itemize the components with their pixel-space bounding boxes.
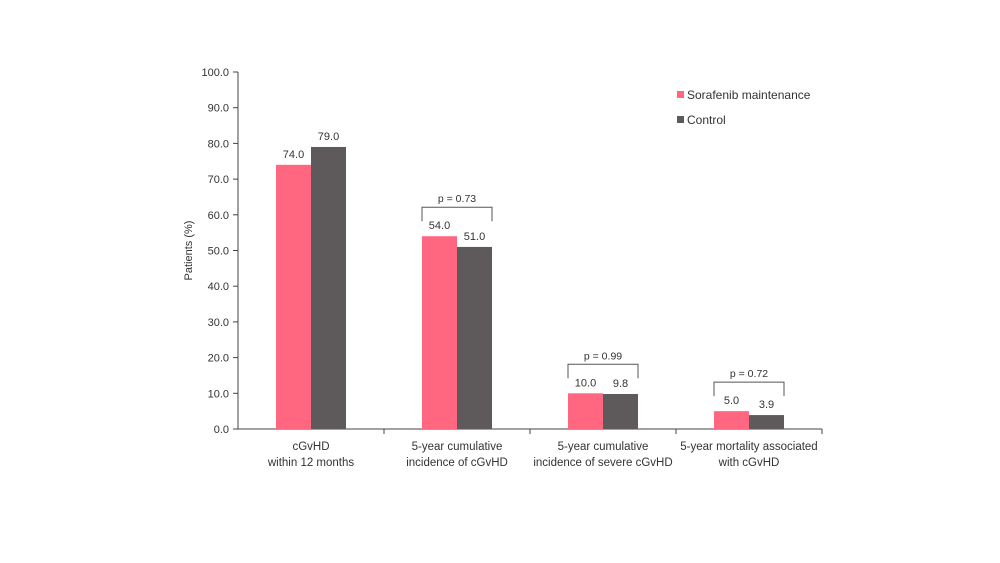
y-tick-label: 90.0 — [208, 103, 229, 115]
p-value-label: p = 0.99 — [584, 350, 622, 362]
value-label: 51.0 — [464, 231, 485, 243]
legend-swatch — [677, 116, 684, 123]
legend-label: Sorafenib maintenance — [687, 88, 811, 102]
y-tick-label: 20.0 — [208, 353, 229, 365]
y-tick-label: 80.0 — [208, 138, 229, 150]
p-value-label: p = 0.73 — [438, 193, 476, 205]
y-tick-label: 30.0 — [208, 317, 229, 329]
bar-sorafenib — [422, 236, 457, 429]
bar-control — [603, 394, 638, 429]
value-label: 5.0 — [724, 395, 739, 407]
category-label: 5-year mortality associated — [680, 441, 817, 453]
category-label: incidence of severe cGvHD — [533, 457, 672, 469]
p-value-label: p = 0.72 — [730, 368, 768, 380]
value-label: 79.0 — [318, 131, 339, 143]
legend-swatch — [677, 91, 684, 98]
category-label: incidence of cGvHD — [406, 457, 508, 469]
category-label: within 12 months — [267, 457, 355, 469]
p-value-bracket — [567, 363, 639, 379]
value-label: 9.8 — [613, 378, 628, 390]
category-label: 5-year cumulative — [412, 441, 503, 453]
bar-sorafenib — [276, 164, 311, 429]
y-tick-label: 10.0 — [208, 388, 229, 400]
category-label: with cGvHD — [718, 457, 780, 469]
y-tick-label: 60.0 — [208, 210, 229, 222]
legend-label: Control — [687, 113, 726, 127]
bar-control — [311, 146, 346, 429]
y-tick-label: 50.0 — [208, 246, 229, 258]
bar-control — [457, 246, 492, 429]
y-tick-label: 100.0 — [201, 67, 229, 79]
value-label: 54.0 — [429, 220, 450, 232]
p-value-bracket — [713, 381, 785, 397]
y-axis-title: Patients (%) — [183, 221, 195, 281]
value-label: 74.0 — [283, 149, 304, 161]
y-tick-label: 0.0 — [214, 424, 229, 436]
bar-sorafenib — [568, 393, 603, 429]
category-label: 5-year cumulative — [558, 441, 649, 453]
y-tick-label: 70.0 — [208, 174, 229, 186]
bar-control — [749, 415, 784, 429]
value-label: 3.9 — [759, 399, 774, 411]
category-label: cGvHD — [292, 441, 329, 453]
value-label: 10.0 — [575, 377, 596, 389]
p-value-bracket — [421, 206, 493, 222]
bar-sorafenib — [714, 411, 749, 429]
y-tick-label: 40.0 — [208, 281, 229, 293]
